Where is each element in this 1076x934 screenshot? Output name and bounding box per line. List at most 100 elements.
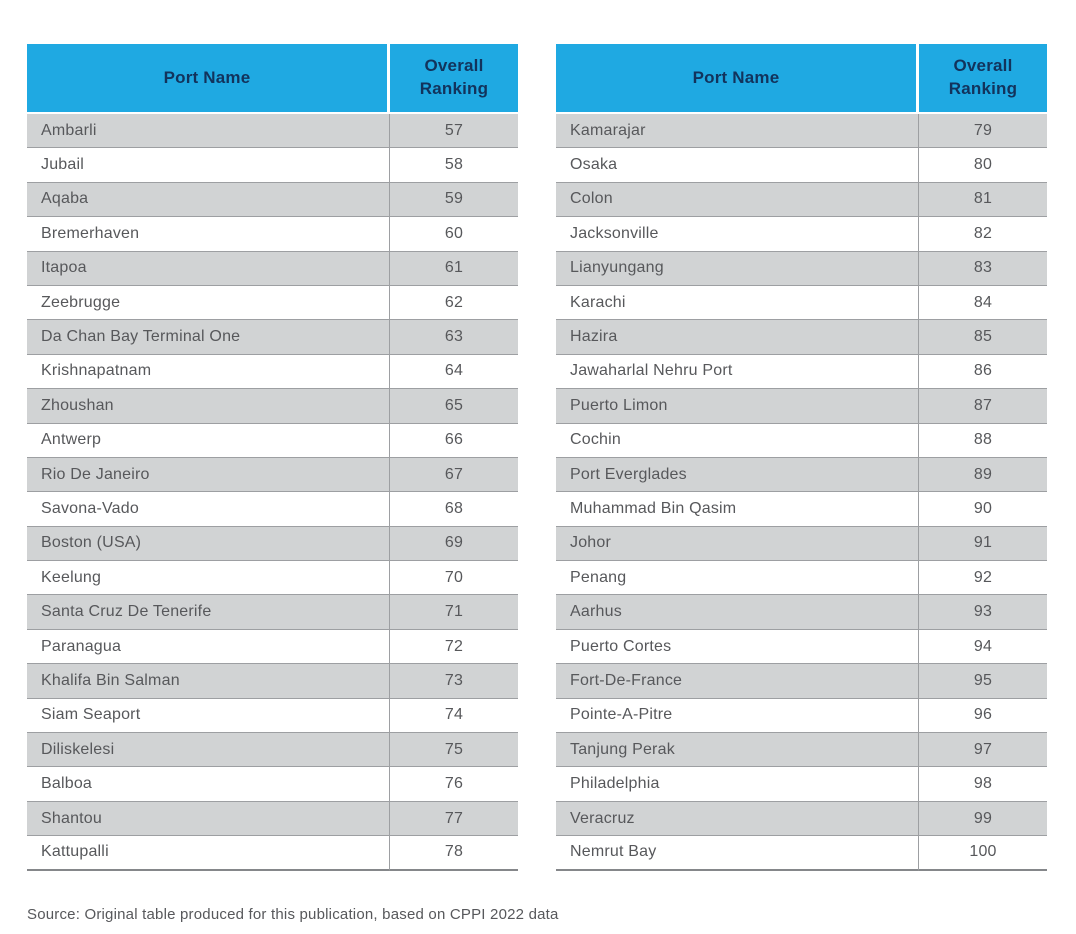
overall-ranking-cell: 78 [390,836,518,871]
table-row: Boston (USA) 69 [27,526,518,562]
port-name-cell: Muhammad Bin Qasim [556,492,919,527]
table-row: Colon 81 [556,182,1047,218]
table-row: Karachi 84 [556,285,1047,321]
table-row: Paranagua 72 [27,629,518,665]
port-name-cell: Boston (USA) [27,526,390,562]
port-name-cell: Antwerp [27,423,390,458]
overall-ranking-cell: 90 [919,492,1047,527]
overall-ranking-cell: 66 [390,423,518,458]
table-row: Santa Cruz De Tenerife 71 [27,595,518,630]
table-row: Nemrut Bay 100 [556,836,1047,871]
port-name-cell: Kamarajar [556,114,919,149]
port-name-cell: Jubail [27,148,390,183]
table-row: Shantou 77 [27,801,518,837]
port-name-cell: Aarhus [556,595,919,630]
table-header: Port Name Overall Ranking [556,44,1047,114]
overall-ranking-cell: 97 [919,733,1047,768]
port-name-cell: Pointe-A-Pitre [556,698,919,734]
overall-ranking-cell: 91 [919,526,1047,562]
table-row: Aqaba 59 [27,182,518,218]
ports-ranking-table-right: Port Name Overall Ranking Kamarajar 79 Osak… [556,44,1047,871]
source-note: Source: Original table produced for this… [27,906,559,923]
overall-ranking-cell: 73 [390,664,518,699]
overall-ranking-cell: 71 [390,595,518,630]
port-name-cell: Shantou [27,801,390,837]
overall-ranking-cell: 98 [919,767,1047,802]
table-row: Zeebrugge 62 [27,285,518,321]
overall-ranking-cell: 57 [390,114,518,149]
overall-ranking-cell: 81 [919,182,1047,218]
overall-ranking-cell: 82 [919,217,1047,252]
table-row: Siam Seaport 74 [27,698,518,734]
port-name-cell: Osaka [556,148,919,183]
overall-ranking-cell: 93 [919,595,1047,630]
overall-ranking-cell: 89 [919,457,1047,493]
overall-ranking-cell: 59 [390,182,518,218]
table-row: Jawaharlal Nehru Port 86 [556,354,1047,390]
overall-ranking-cell: 92 [919,561,1047,596]
overall-ranking-cell: 77 [390,801,518,837]
table-row: Osaka 80 [556,148,1047,183]
table-row: Savona-Vado 68 [27,492,518,527]
port-name-cell: Fort-De-France [556,664,919,699]
port-name-cell: Lianyungang [556,251,919,286]
table-row: Itapoa 61 [27,251,518,286]
port-name-cell: Keelung [27,561,390,596]
table-row: Pointe-A-Pitre 96 [556,698,1047,734]
column-header-overall-ranking: Overall Ranking [390,44,518,114]
port-name-cell: Santa Cruz De Tenerife [27,595,390,630]
port-name-cell: Krishnapatnam [27,354,390,390]
table-row: Puerto Limon 87 [556,389,1047,424]
port-name-cell: Nemrut Bay [556,836,919,871]
overall-ranking-cell: 69 [390,526,518,562]
table-row: Kamarajar 79 [556,114,1047,149]
overall-ranking-cell: 100 [919,836,1047,871]
overall-ranking-cell: 84 [919,285,1047,321]
table-row: Penang 92 [556,561,1047,596]
overall-ranking-cell: 58 [390,148,518,183]
table-row: Balboa 76 [27,767,518,802]
overall-ranking-cell: 75 [390,733,518,768]
port-name-cell: Balboa [27,767,390,802]
overall-ranking-cell: 62 [390,285,518,321]
port-name-cell: Penang [556,561,919,596]
port-name-cell: Puerto Limon [556,389,919,424]
overall-ranking-cell: 76 [390,767,518,802]
overall-ranking-cell: 61 [390,251,518,286]
table-row: Johor 91 [556,526,1047,562]
table-row: Zhoushan 65 [27,389,518,424]
port-name-cell: Cochin [556,423,919,458]
table-row: Fort-De-France 95 [556,664,1047,699]
table-row: Philadelphia 98 [556,767,1047,802]
port-name-cell: Johor [556,526,919,562]
port-name-cell: Puerto Cortes [556,629,919,665]
table-row: Antwerp 66 [27,423,518,458]
overall-ranking-cell: 65 [390,389,518,424]
overall-ranking-cell: 60 [390,217,518,252]
port-ranking-tables: Port Name Overall Ranking Ambarli 57 Jubail… [27,44,1047,871]
table-row: Puerto Cortes 94 [556,629,1047,665]
column-header-port-name: Port Name [27,44,390,114]
overall-ranking-cell: 68 [390,492,518,527]
table-row: Da Chan Bay Terminal One 63 [27,320,518,355]
table-row: Diliskelesi 75 [27,733,518,768]
port-name-cell: Jacksonville [556,217,919,252]
column-header-port-name: Port Name [556,44,919,114]
port-name-cell: Rio De Janeiro [27,457,390,493]
overall-ranking-cell: 85 [919,320,1047,355]
overall-ranking-cell: 99 [919,801,1047,837]
table-row: Rio De Janeiro 67 [27,457,518,493]
overall-ranking-cell: 79 [919,114,1047,149]
table-row: Ambarli 57 [27,114,518,149]
table-row: Khalifa Bin Salman 73 [27,664,518,699]
port-name-cell: Khalifa Bin Salman [27,664,390,699]
table-row: Lianyungang 83 [556,251,1047,286]
port-name-cell: Port Everglades [556,457,919,493]
table-row: Kattupalli 78 [27,836,518,871]
overall-ranking-cell: 80 [919,148,1047,183]
ports-ranking-table-left: Port Name Overall Ranking Ambarli 57 Jubail… [27,44,518,871]
port-name-cell: Zhoushan [27,389,390,424]
table-row: Muhammad Bin Qasim 90 [556,492,1047,527]
table-row: Keelung 70 [27,561,518,596]
